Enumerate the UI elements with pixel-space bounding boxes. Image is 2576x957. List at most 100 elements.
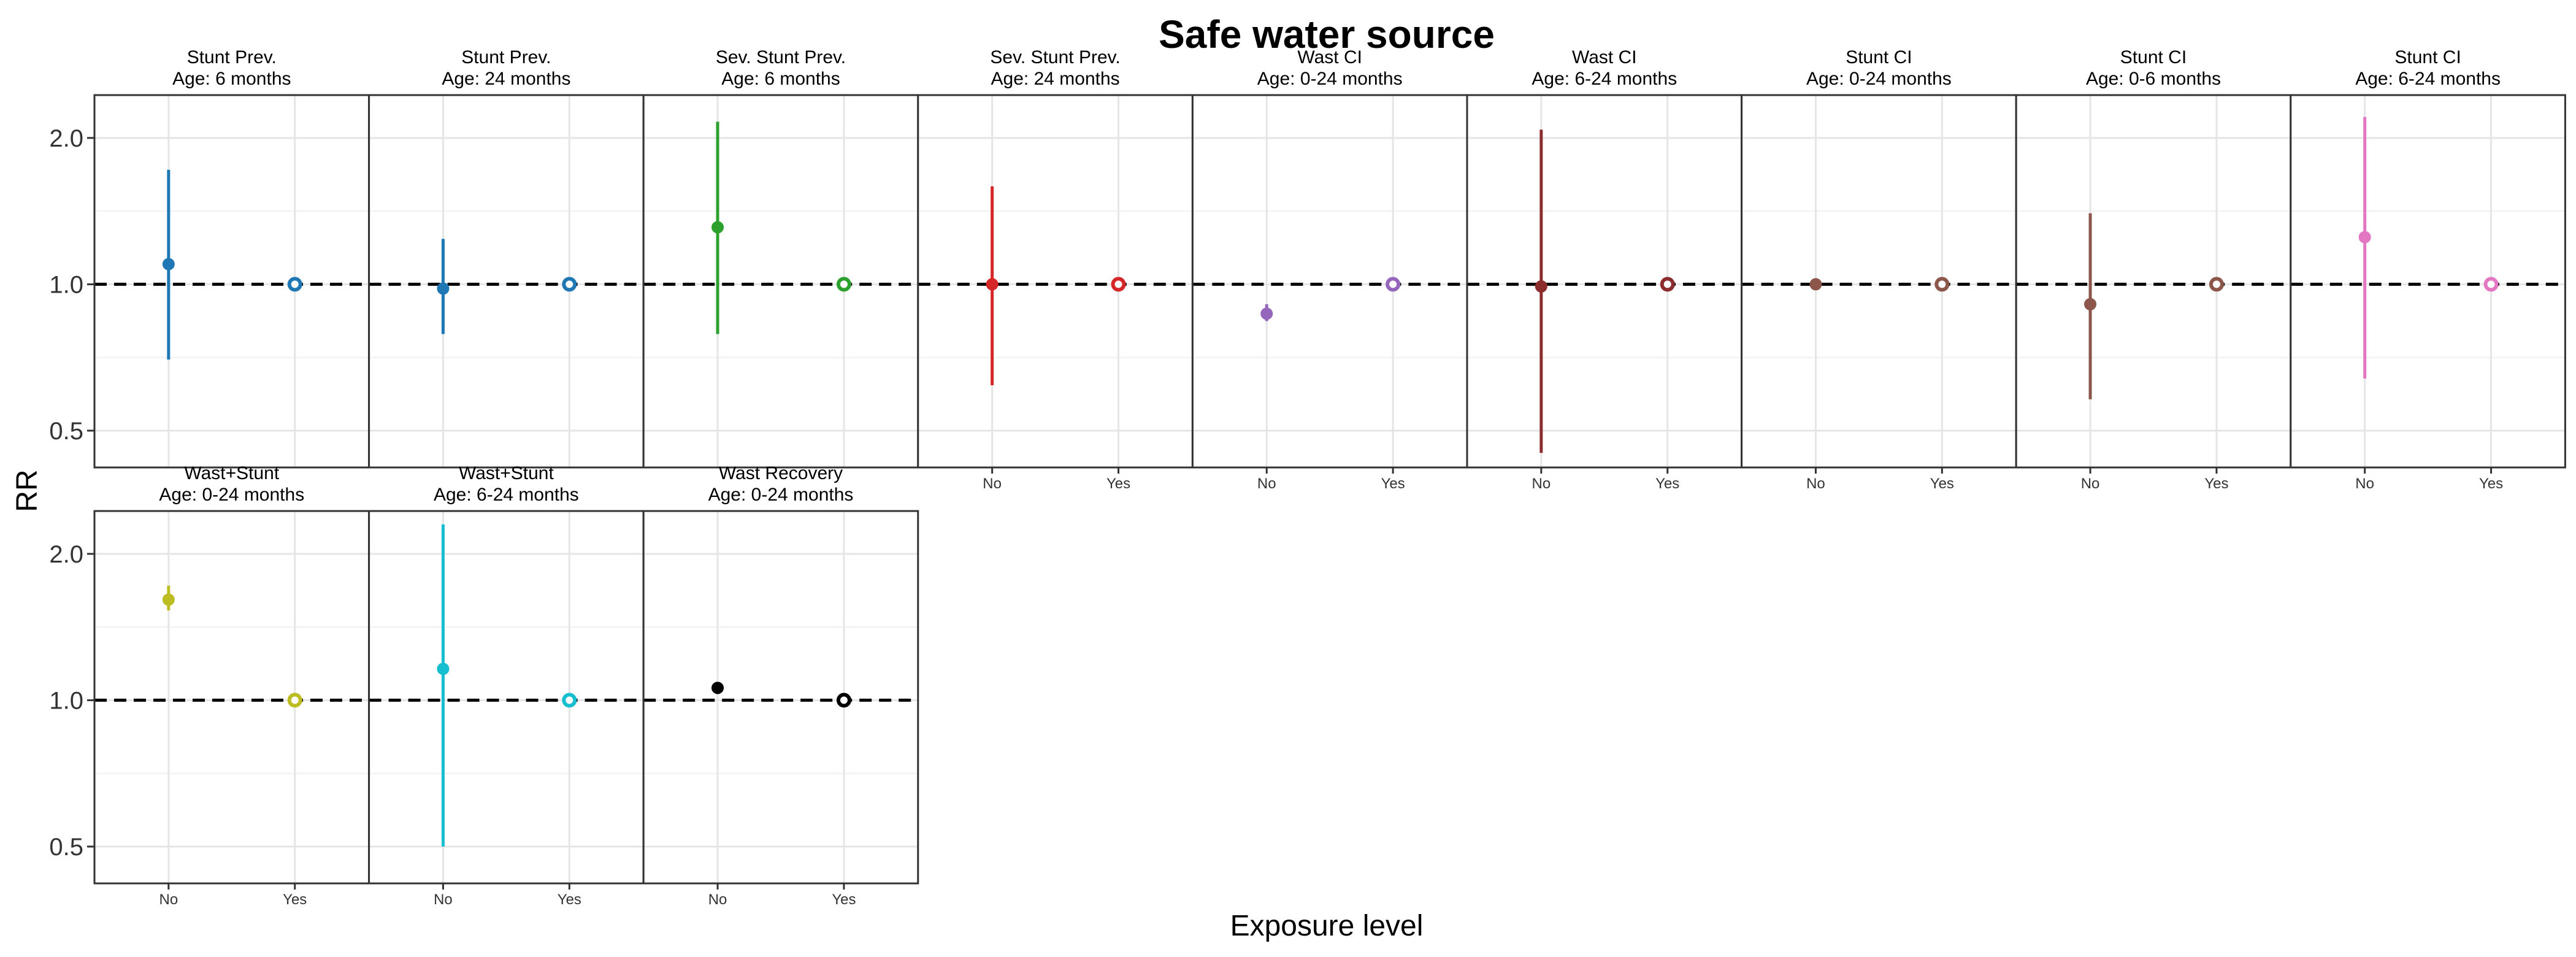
- facet-panel: Stunt Prev.Age: 24 months: [368, 47, 645, 469]
- panel-border: [642, 510, 919, 885]
- x-tick-label: No: [983, 475, 1002, 492]
- rr-point: [562, 277, 577, 292]
- x-tick-label: Yes: [2204, 475, 2228, 492]
- rr-point: [2483, 277, 2499, 292]
- rr-point: [2084, 298, 2097, 310]
- facet-strip-label: Wast+Stunt: [184, 463, 279, 483]
- rr-point: [162, 258, 175, 271]
- rr-point: [1260, 307, 1273, 320]
- y-tick-label: 0.5: [49, 834, 83, 861]
- facet-strip-label: Age: 6 months: [172, 69, 291, 89]
- facet-panel: Stunt Prev.Age: 6 months 0.5 1.0 2.0: [49, 47, 370, 469]
- rr-point: [711, 221, 724, 234]
- facet-strip-label: Age: 6 months: [721, 69, 840, 89]
- x-tick-label: No: [708, 891, 727, 908]
- chart-title: Safe water source: [1159, 12, 1495, 56]
- x-tick-label: Yes: [1106, 475, 1130, 492]
- x-tick-label: No: [1532, 475, 1551, 492]
- facet-strip-label: Stunt CI: [2394, 47, 2461, 67]
- rr-point: [162, 593, 175, 606]
- rr-point: [437, 282, 450, 295]
- x-tick-label: Yes: [1381, 475, 1405, 492]
- facet-panel: Sev. Stunt Prev.Age: 24 months No Yes: [917, 47, 1194, 492]
- panel-background: [918, 95, 1193, 467]
- facet-strip-label: Wast Recovery: [719, 463, 843, 483]
- panel-background: [1741, 95, 2017, 467]
- x-tick-label: No: [1806, 475, 1825, 492]
- panel-background: [2290, 95, 2566, 467]
- facet-panel: Sev. Stunt Prev.Age: 6 months: [642, 47, 919, 469]
- facet-strip-label: Stunt Prev.: [187, 47, 277, 67]
- y-axis-label: RR: [11, 469, 44, 512]
- x-tick-label: No: [2355, 475, 2374, 492]
- panel-background: [369, 95, 644, 467]
- panel-background: [1192, 95, 1467, 467]
- rr-point: [1809, 278, 1822, 291]
- x-tick-label: No: [2081, 475, 2100, 492]
- facet-strip-label: Wast CI: [1572, 47, 1637, 67]
- panel-border: [2290, 94, 2566, 469]
- y-tick-label: 0.5: [49, 418, 83, 445]
- rr-point: [1660, 277, 1675, 292]
- panel-background: [643, 511, 918, 883]
- facet-strip-label: Age: 0-6 months: [2086, 69, 2221, 89]
- x-axis-label: Exposure level: [1230, 910, 1424, 942]
- rr-point: [1934, 277, 1950, 292]
- panel-background: [643, 95, 918, 467]
- y-tick-label: 2.0: [49, 541, 83, 568]
- facet-strip-label: Age: 0-24 months: [1257, 69, 1403, 89]
- facet-strip-label: Stunt Prev.: [461, 47, 551, 67]
- rr-point: [287, 693, 302, 708]
- x-tick-label: Yes: [2479, 475, 2503, 492]
- panel-background: [94, 95, 369, 467]
- facet-strip-label: Stunt CI: [2120, 47, 2187, 67]
- rr-point: [1386, 277, 1401, 292]
- y-tick-label: 1.0: [49, 271, 83, 298]
- rr-point: [836, 277, 851, 292]
- x-tick-label: No: [434, 891, 453, 908]
- x-tick-label: Yes: [1930, 475, 1954, 492]
- y-tick-label: 1.0: [49, 687, 83, 714]
- facet-strip-label: Age: 24 months: [991, 69, 1120, 89]
- rr-point: [562, 693, 577, 708]
- rr-point: [1111, 277, 1126, 292]
- x-tick-label: Yes: [832, 891, 856, 908]
- x-tick-label: No: [1257, 475, 1276, 492]
- facet-strip-label: Age: 6-24 months: [1531, 69, 1677, 89]
- y-tick-label: 2.0: [49, 125, 83, 152]
- panel-background: [2016, 95, 2291, 467]
- facet-strip-label: Age: 24 months: [442, 69, 570, 89]
- facet-strip-label: Age: 0-24 months: [159, 485, 304, 505]
- panel-background: [94, 511, 369, 883]
- facet-strip-label: Sev. Stunt Prev.: [716, 47, 846, 67]
- rr-point: [986, 278, 999, 291]
- rr-point: [2209, 277, 2224, 292]
- rr-point: [836, 693, 851, 708]
- facet-strip-label: Stunt CI: [1846, 47, 1912, 67]
- x-tick-label: No: [159, 891, 178, 908]
- facet-strip-label: Age: 6-24 months: [434, 485, 579, 505]
- facet-strip-label: Wast+Stunt: [459, 463, 554, 483]
- rr-point: [287, 277, 302, 292]
- facet-strip-label: Age: 0-24 months: [708, 485, 854, 505]
- x-tick-label: Yes: [283, 891, 307, 908]
- x-tick-label: Yes: [558, 891, 581, 908]
- rr-point: [1535, 280, 1547, 293]
- facet-strip-label: Age: 0-24 months: [1806, 69, 1952, 89]
- panel-background: [1467, 95, 1742, 467]
- facet-strip-label: Sev. Stunt Prev.: [990, 47, 1120, 67]
- x-tick-label: Yes: [1655, 475, 1679, 492]
- panel-background: [369, 511, 644, 883]
- rr-point: [437, 663, 450, 675]
- facet-strip-label: Age: 6-24 months: [2355, 69, 2501, 89]
- rr-point: [2358, 231, 2371, 244]
